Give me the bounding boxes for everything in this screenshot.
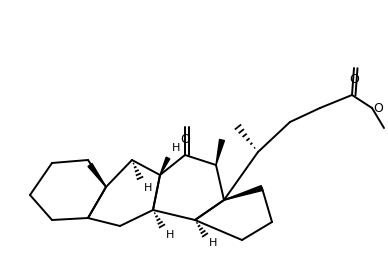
- Text: O: O: [180, 133, 190, 146]
- Polygon shape: [160, 157, 170, 175]
- Polygon shape: [224, 186, 263, 200]
- Text: O: O: [349, 73, 359, 86]
- Text: H: H: [166, 230, 174, 240]
- Text: O: O: [373, 102, 383, 115]
- Polygon shape: [88, 163, 106, 187]
- Text: H: H: [209, 238, 217, 248]
- Text: H: H: [172, 143, 180, 153]
- Text: H: H: [144, 183, 152, 193]
- Polygon shape: [216, 139, 224, 165]
